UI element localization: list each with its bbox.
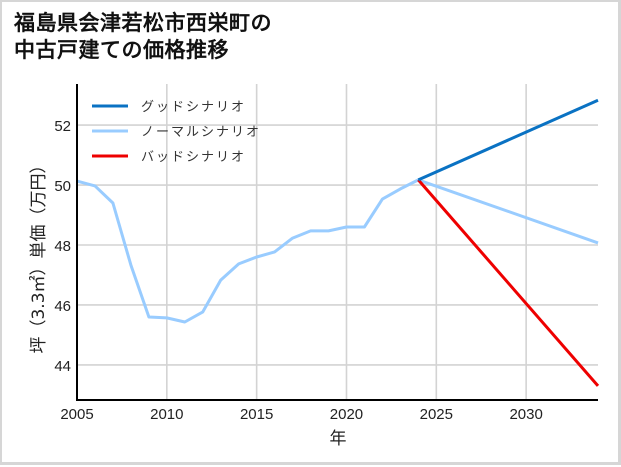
y-tick-label: 52 [54,118,71,135]
axes [76,84,598,401]
grid-lines [76,84,598,400]
y-tick-label: 50 [54,178,71,195]
legend-label: バッドシナリオ [141,150,246,165]
series-line [417,178,600,387]
x-axis-label: 年 [330,429,347,449]
y-tick-label: 46 [54,298,71,315]
tick-labels: 2005 2010 2015 2020 2025 2030 44 46 48 50 52 [54,118,543,423]
y-tick-label: 48 [54,238,71,255]
series-line [417,98,599,182]
x-tick-label: 2015 [240,406,273,423]
legend-label: ノーマルシナリオ [141,125,261,140]
y-axis-label: 坪（3.3㎡）単価（万円） [29,156,49,353]
x-tick-label: 2020 [330,406,363,423]
x-tick-label: 2005 [60,406,93,423]
legend-label: グッドシナリオ [141,100,246,115]
x-tick-label: 2010 [150,406,183,423]
x-tick-label: 2025 [420,406,453,423]
x-tick-label: 2030 [509,406,542,423]
series-lines [76,98,600,387]
chart-title: 福島県会津若松市西栄町の 中古戸建ての価格推移 [14,11,272,62]
series-line [76,178,599,324]
y-tick-label: 44 [54,358,71,375]
